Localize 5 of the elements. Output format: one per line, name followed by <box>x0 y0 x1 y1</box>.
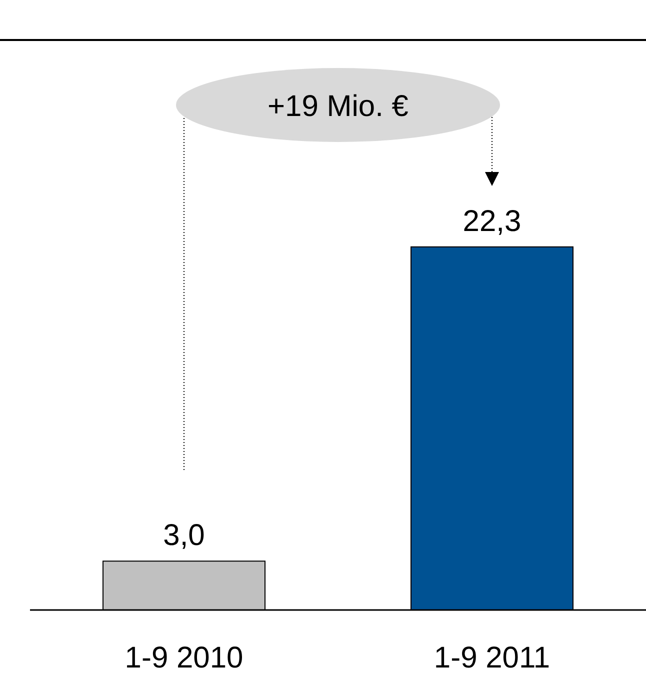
data-label: 22,3 <box>462 204 522 238</box>
data-label: 3,0 <box>163 519 205 552</box>
x-tick-label: 1-9 2010 <box>124 641 244 674</box>
annotation: +19 Mio. € <box>268 90 409 123</box>
x-tick-label: 1-9 2011 <box>434 641 550 674</box>
